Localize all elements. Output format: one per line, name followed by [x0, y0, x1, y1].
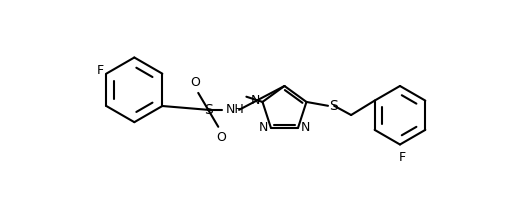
Text: N: N — [259, 121, 268, 134]
Text: O: O — [216, 131, 226, 144]
Text: S: S — [329, 99, 337, 113]
Text: N: N — [250, 94, 260, 107]
Text: F: F — [398, 151, 405, 164]
Text: NH: NH — [225, 103, 244, 116]
Text: F: F — [97, 64, 104, 77]
Text: S: S — [204, 103, 212, 117]
Text: O: O — [190, 76, 200, 89]
Text: N: N — [300, 121, 309, 134]
